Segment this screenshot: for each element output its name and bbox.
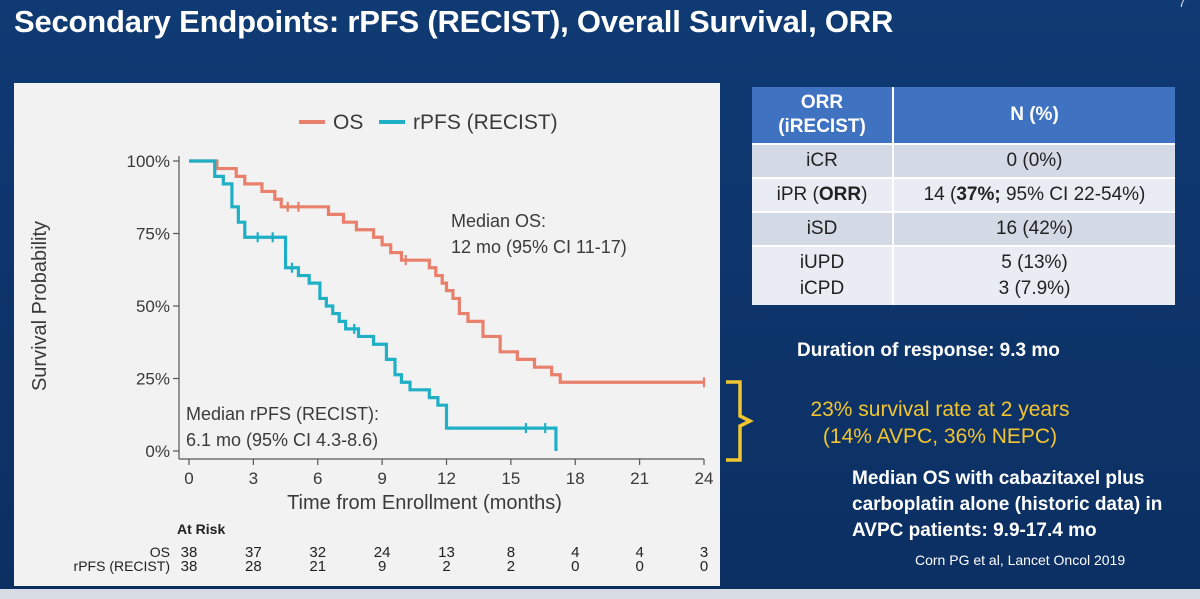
km-chart-panel: 0% 25% 50% 75% 100% 0 3 6 9 12 15 18 21 24 Time from E…	[14, 83, 720, 586]
row-value: 14 (37%; 95% CI 22-54%)	[893, 177, 1175, 212]
row-label-line: iCPD	[799, 278, 845, 299]
survival-rate-line: 23% survival rate at 2 years	[810, 398, 1070, 421]
at-risk-count: 0	[571, 558, 579, 575]
label-post: )	[861, 184, 868, 205]
row-value-line: 3 (7.9%)	[998, 278, 1071, 299]
y-axis-label: Survival Probability	[29, 221, 51, 391]
at-risk-row-label: rPFS (RECIST)	[74, 558, 170, 574]
series-line-os	[189, 159, 704, 384]
survival-rate-subline: (14% AVPC, 36% NEPC)	[822, 425, 1058, 448]
x-tick-label: 9	[377, 469, 386, 488]
at-risk-count: 2	[442, 558, 450, 575]
row-label: iCR	[752, 143, 894, 178]
page-number: 7	[1178, 0, 1186, 10]
survival-rate-note: 23% survival rate at 2 years (14% AVPC, …	[770, 396, 1110, 450]
y-tick-label: 0%	[145, 442, 170, 461]
y-tick-label: 25%	[136, 370, 170, 389]
row-label: iSD	[752, 211, 894, 246]
row-label: iUPD iCPD	[752, 245, 894, 305]
annotation-rpfs-median-line1: Median rPFS (RECIST):	[186, 404, 379, 424]
at-risk-count: 4	[635, 544, 643, 561]
at-risk-count: 38	[181, 558, 198, 575]
annotation-rpfs-median-line2: 6.1 mo (95% CI 4.3-8.6)	[186, 430, 378, 450]
bracket-icon	[726, 380, 754, 462]
citation: Corn PG et al, Lancet Oncol 2019	[915, 552, 1126, 568]
at-risk-count: 37	[245, 544, 262, 561]
orr-col-header-line1: ORR	[800, 92, 844, 113]
orr-col-header-line2: (iRECIST)	[778, 116, 866, 137]
at-risk-count: 13	[438, 544, 455, 561]
series-line-rpfs	[189, 159, 558, 451]
orr-table: ORR (iRECIST) N (%) iCR 0 (0%) iPR (ORR)…	[752, 87, 1175, 305]
table-row: iCR 0 (0%)	[752, 143, 1175, 178]
x-tick-label: 24	[695, 469, 714, 488]
row-label: iPR (ORR)	[752, 177, 894, 212]
x-tick-label: 15	[501, 469, 520, 488]
at-risk-count: 9	[378, 558, 386, 575]
annotation-os-median-line1: Median OS:	[451, 211, 546, 231]
value-bold: 37%;	[956, 184, 1001, 205]
legend-label: OS	[333, 111, 363, 134]
x-tick-label: 3	[249, 469, 258, 488]
row-value: 0 (0%)	[893, 143, 1175, 178]
orr-col-header: ORR (iRECIST)	[752, 87, 894, 144]
table-row: iSD 16 (42%)	[752, 211, 1175, 246]
x-tick-label: 6	[313, 469, 322, 488]
label-bold: ORR	[818, 184, 862, 205]
row-value: 5 (13%) 3 (7.9%)	[893, 245, 1175, 305]
slide-title: Secondary Endpoints: rPFS (RECIST), Over…	[14, 4, 894, 39]
x-tick-label: 12	[437, 469, 456, 488]
at-risk-count: 0	[700, 558, 708, 575]
orr-table-header: ORR (iRECIST) N (%)	[752, 87, 1175, 144]
n-col-header: N (%)	[893, 87, 1175, 144]
at-risk-count: 0	[635, 558, 643, 575]
y-tick-label: 50%	[136, 297, 170, 316]
table-row: iUPD iCPD 5 (13%) 3 (7.9%)	[752, 245, 1175, 305]
at-risk-count: 32	[309, 544, 326, 561]
table-row: iPR (ORR) 14 (37%; 95% CI 22-54%)	[752, 177, 1175, 212]
bottom-bar	[0, 589, 1200, 599]
at-risk-count: 3	[700, 544, 708, 561]
historic-note: Median OS with cabazitaxel plus carbopla…	[852, 468, 1163, 541]
at-risk-title: At Risk	[177, 521, 225, 537]
at-risk-count: 4	[571, 544, 579, 561]
value-post: 95% CI 22-54%)	[1000, 184, 1146, 205]
x-tick-label: 21	[630, 469, 649, 488]
y-tick-label: 75%	[136, 225, 170, 244]
at-risk-count: 38	[181, 544, 198, 561]
row-value: 16 (42%)	[893, 211, 1175, 246]
label-pre: iPR (	[776, 184, 819, 205]
at-risk-count: 21	[309, 558, 326, 575]
at-risk-count: 8	[507, 544, 515, 561]
legend-label: rPFS (RECIST)	[413, 111, 558, 134]
x-tick-label: 0	[184, 469, 193, 488]
x-axis-label: Time from Enrollment (months)	[287, 492, 562, 514]
duration-of-response: Duration of response: 9.3 mo	[797, 340, 1060, 361]
value-pre: 14 (	[923, 184, 957, 205]
row-value-line: 5 (13%)	[1001, 252, 1068, 273]
row-label-line: iUPD	[799, 252, 845, 273]
annotation-os-median-line2: 12 mo (95% CI 11-17)	[451, 237, 627, 257]
at-risk-count: 24	[374, 544, 391, 561]
at-risk-count: 28	[245, 558, 262, 575]
x-tick-label: 18	[566, 469, 585, 488]
y-tick-label: 100%	[127, 152, 170, 171]
at-risk-count: 2	[507, 558, 515, 575]
at-risk-row-label: OS	[150, 544, 170, 560]
